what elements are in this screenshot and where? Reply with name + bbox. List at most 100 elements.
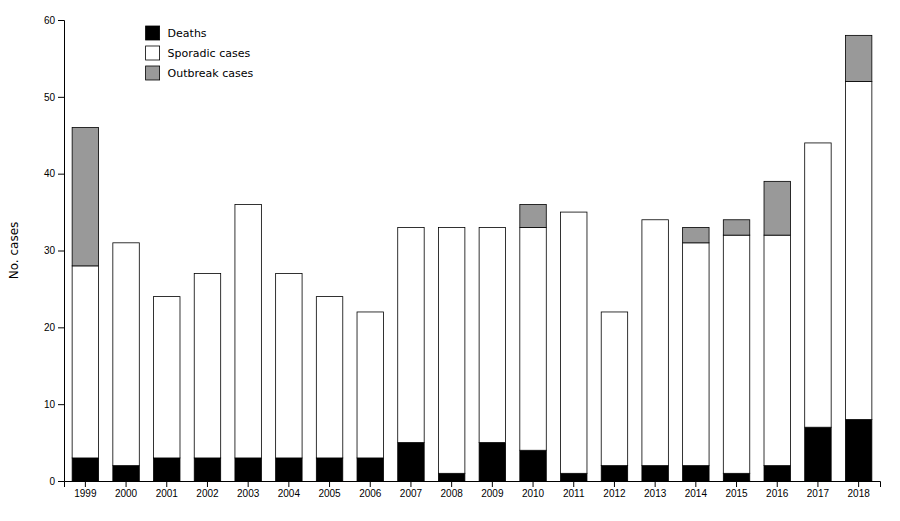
axis-line bbox=[65, 482, 881, 488]
tick-label: 2009 bbox=[481, 488, 504, 499]
y-axis: 0 10 20 30 40 50 60 bbox=[44, 15, 65, 487]
tick-label: 40 bbox=[44, 168, 56, 179]
bar-series bbox=[72, 35, 872, 266]
tick-mark bbox=[85, 481, 86, 487]
tick-mark bbox=[58, 251, 64, 252]
tick-mark bbox=[126, 481, 127, 487]
bar-series bbox=[72, 81, 872, 473]
y-axis-label: No. cases bbox=[7, 222, 21, 280]
legend: DeathsSporadic casesOutbreak cases bbox=[146, 26, 254, 80]
x-tick: 2012 bbox=[603, 481, 626, 499]
bar bbox=[235, 204, 261, 205]
bar bbox=[154, 297, 180, 458]
x-tick: 2005 bbox=[318, 481, 341, 499]
tick-label: 2004 bbox=[278, 488, 301, 499]
x-tick: 2008 bbox=[441, 481, 464, 499]
tick-mark bbox=[58, 404, 64, 405]
bar bbox=[194, 458, 220, 481]
bar bbox=[845, 81, 871, 419]
tick-mark bbox=[58, 481, 64, 482]
tick-label: 0 bbox=[49, 476, 55, 487]
tick-label: 2014 bbox=[685, 488, 708, 499]
bar bbox=[520, 450, 546, 481]
bar bbox=[276, 273, 302, 274]
bar bbox=[438, 227, 464, 473]
y-tick: 50 bbox=[44, 92, 64, 103]
tick-mark bbox=[451, 481, 452, 487]
tick-label: 30 bbox=[44, 245, 56, 256]
bar bbox=[642, 220, 668, 466]
y-tick: 30 bbox=[44, 245, 64, 256]
tick-mark bbox=[695, 481, 696, 487]
bar bbox=[154, 296, 180, 297]
bar bbox=[601, 311, 627, 312]
x-tick: 2015 bbox=[725, 481, 748, 499]
tick-label: 2000 bbox=[115, 488, 138, 499]
tick-mark bbox=[736, 481, 737, 487]
tick-mark bbox=[492, 481, 493, 487]
tick-label: 2006 bbox=[359, 488, 382, 499]
bar bbox=[357, 311, 383, 312]
x-tick: 2016 bbox=[766, 481, 789, 499]
x-tick: 2000 bbox=[115, 481, 138, 499]
legend-item: Sporadic cases bbox=[146, 46, 251, 60]
bar bbox=[113, 243, 139, 466]
tick-mark bbox=[370, 481, 371, 487]
legend-swatch bbox=[146, 46, 160, 60]
bar bbox=[642, 219, 668, 220]
bar bbox=[764, 181, 790, 235]
x-tick: 2009 bbox=[481, 481, 504, 499]
tick-label: 60 bbox=[44, 15, 56, 26]
bar bbox=[398, 443, 424, 481]
chart: 1999200020012002200320042005200620072008… bbox=[0, 0, 900, 521]
bar bbox=[601, 312, 627, 466]
tick-label: 2016 bbox=[766, 488, 789, 499]
x-tick: 2014 bbox=[685, 481, 708, 499]
tick-label: 2001 bbox=[156, 488, 179, 499]
legend-label: Outbreak cases bbox=[168, 67, 254, 80]
bar bbox=[72, 266, 98, 458]
axis-line bbox=[58, 21, 65, 482]
y-tick: 0 bbox=[49, 476, 64, 487]
bar bbox=[764, 466, 790, 481]
x-tick: 2006 bbox=[359, 481, 382, 499]
x-tick: 2002 bbox=[196, 481, 219, 499]
tick-label: 1999 bbox=[74, 488, 97, 499]
tick-label: 2013 bbox=[644, 488, 667, 499]
tick-mark bbox=[858, 481, 859, 487]
tick-label: 2010 bbox=[522, 488, 545, 499]
x-tick: 2010 bbox=[522, 481, 545, 499]
tick-mark bbox=[533, 481, 534, 487]
bar bbox=[723, 235, 749, 473]
tick-mark bbox=[777, 481, 778, 487]
tick-mark bbox=[58, 97, 64, 98]
y-tick: 60 bbox=[44, 15, 64, 26]
tick-label: 2011 bbox=[563, 488, 585, 499]
bar bbox=[357, 312, 383, 458]
bar bbox=[561, 212, 587, 213]
legend-item: Outbreak cases bbox=[146, 66, 254, 80]
x-tick: 1999 bbox=[74, 481, 97, 499]
tick-mark bbox=[248, 481, 249, 487]
bar bbox=[805, 142, 831, 143]
x-tick: 2001 bbox=[156, 481, 179, 499]
y-tick: 40 bbox=[44, 168, 64, 179]
bar bbox=[398, 227, 424, 228]
tick-mark bbox=[329, 481, 330, 487]
tick-mark bbox=[655, 481, 656, 487]
bar bbox=[357, 458, 383, 481]
bar bbox=[845, 35, 871, 81]
bar bbox=[316, 296, 342, 297]
x-tick: 2007 bbox=[400, 481, 423, 499]
y-tick: 20 bbox=[44, 322, 64, 333]
bar bbox=[113, 242, 139, 243]
tick-label: 2005 bbox=[318, 488, 341, 499]
bar bbox=[805, 427, 831, 481]
bar bbox=[683, 227, 709, 242]
y-tick: 10 bbox=[44, 399, 64, 410]
tick-label: 10 bbox=[44, 399, 56, 410]
x-tick: 2004 bbox=[278, 481, 301, 499]
tick-mark bbox=[817, 481, 818, 487]
x-tick: 2011 bbox=[563, 481, 585, 499]
bar bbox=[194, 273, 220, 274]
